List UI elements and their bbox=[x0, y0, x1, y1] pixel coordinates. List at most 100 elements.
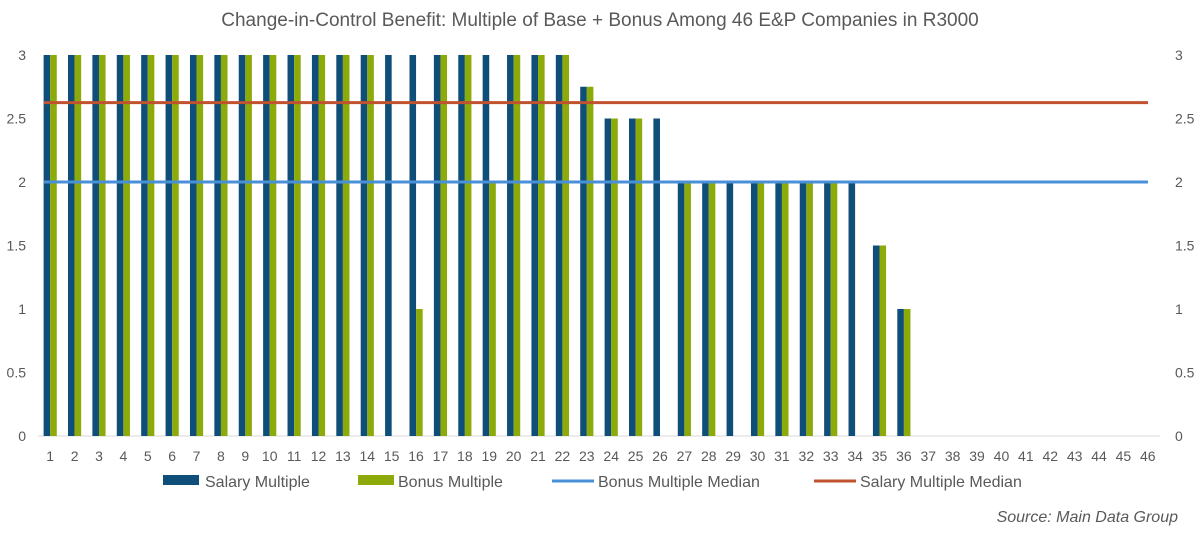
y2-tick-label: 2 bbox=[1175, 174, 1183, 190]
y-tick-label: 1.5 bbox=[7, 238, 27, 254]
y2-tick-label: 0.5 bbox=[1175, 365, 1195, 381]
bonus-multiple-bar bbox=[513, 55, 521, 436]
bonus-multiple-bar bbox=[440, 55, 448, 436]
salary-multiple-bar bbox=[92, 55, 99, 436]
x-tick-label: 14 bbox=[359, 448, 375, 464]
salary-multiple-bar bbox=[263, 55, 270, 436]
y2-tick-label: 3 bbox=[1175, 47, 1183, 63]
x-tick-label: 21 bbox=[530, 448, 546, 464]
x-tick-label: 1 bbox=[46, 448, 54, 464]
x-tick-label: 45 bbox=[1116, 448, 1132, 464]
bonus-multiple-bar bbox=[635, 118, 643, 436]
salary-multiple-bar bbox=[409, 55, 417, 436]
x-tick-label: 13 bbox=[335, 448, 351, 464]
y-tick-label: 2.5 bbox=[7, 111, 27, 127]
salary-multiple-bar bbox=[848, 182, 856, 436]
bonus-multiple-bar bbox=[318, 55, 326, 436]
x-tick-label: 22 bbox=[555, 448, 571, 464]
y2-tick-label: 1 bbox=[1175, 301, 1183, 317]
salary-multiple-bar bbox=[799, 182, 807, 436]
y-tick-label: 0.5 bbox=[7, 365, 27, 381]
bonus-multiple-bar bbox=[806, 182, 813, 436]
salary-multiple-bar bbox=[629, 118, 636, 436]
salary-multiple-bar bbox=[604, 118, 612, 436]
x-tick-label: 16 bbox=[408, 448, 424, 464]
x-tick-label: 28 bbox=[701, 448, 717, 464]
salary-multiple-bar bbox=[580, 86, 587, 436]
x-tick-label: 10 bbox=[262, 448, 278, 464]
x-tick-label: 25 bbox=[628, 448, 644, 464]
bonus-multiple-bar bbox=[586, 86, 594, 436]
legend-label-bonus-multiple: Bonus Multiple bbox=[398, 474, 503, 491]
bonus-multiple-bar bbox=[562, 55, 569, 436]
bonus-multiple-bar bbox=[489, 182, 496, 436]
bonus-multiple-bar bbox=[830, 182, 838, 436]
salary-multiple-bar bbox=[507, 55, 514, 436]
salary-multiple-bar bbox=[141, 55, 148, 436]
salary-multiple-bar bbox=[775, 182, 782, 436]
x-tick-label: 23 bbox=[579, 448, 595, 464]
legend-label-salary-multiple: Salary Multiple bbox=[205, 474, 310, 491]
salary-multiple-bar bbox=[433, 55, 441, 436]
bonus-multiple-bar bbox=[98, 55, 106, 436]
salary-multiple-bar bbox=[43, 55, 51, 436]
x-tick-label: 31 bbox=[774, 448, 790, 464]
bonus-multiple-bar bbox=[220, 55, 228, 436]
chart-title: Change-in-Control Benefit: Multiple of B… bbox=[221, 10, 979, 31]
bonus-multiple-bar bbox=[367, 55, 374, 436]
salary-multiple-bar bbox=[653, 118, 660, 436]
bonus-multiple-bar bbox=[269, 55, 277, 436]
x-tick-label: 44 bbox=[1091, 448, 1107, 464]
x-tick-label: 35 bbox=[872, 448, 888, 464]
x-tick-label: 11 bbox=[287, 448, 302, 464]
x-tick-label: 33 bbox=[823, 448, 839, 464]
legend-swatch-salary-multiple bbox=[163, 475, 199, 485]
salary-multiple-bar bbox=[385, 55, 392, 436]
x-tick-label: 43 bbox=[1067, 448, 1083, 464]
bonus-multiple-bar bbox=[245, 55, 252, 436]
x-tick-label: 37 bbox=[920, 448, 936, 464]
salary-multiple-bar bbox=[702, 182, 709, 436]
bonus-multiple-bar bbox=[196, 55, 204, 436]
salary-multiple-bar bbox=[336, 55, 343, 436]
bonus-multiple-bar bbox=[757, 182, 765, 436]
bonus-multiple-bar bbox=[611, 118, 618, 436]
y-tick-label: 3 bbox=[18, 47, 26, 63]
x-tick-label: 5 bbox=[144, 448, 152, 464]
salary-multiple-bar bbox=[214, 55, 221, 436]
x-tick-label: 8 bbox=[217, 448, 225, 464]
x-tick-label: 3 bbox=[95, 448, 103, 464]
x-tick-label: 7 bbox=[193, 448, 201, 464]
salary-multiple-bar bbox=[165, 55, 173, 436]
x-tick-label: 30 bbox=[750, 448, 766, 464]
x-tick-label: 36 bbox=[896, 448, 912, 464]
legend-swatch-bonus-multiple bbox=[358, 475, 394, 485]
legend-label-salary-multiple-median: Salary Multiple Median bbox=[860, 474, 1022, 491]
x-tick-label: 39 bbox=[969, 448, 985, 464]
legend-label-bonus-multiple-median: Bonus Multiple Median bbox=[598, 474, 760, 491]
x-tick-label: 26 bbox=[652, 448, 668, 464]
bonus-multiple-bar bbox=[342, 55, 350, 436]
bonus-multiple-bar bbox=[294, 55, 301, 436]
salary-multiple-bar bbox=[189, 55, 197, 436]
bonus-multiple-bar bbox=[903, 309, 911, 436]
bonus-multiple-bar bbox=[684, 182, 691, 436]
salary-multiple-bar bbox=[531, 55, 539, 436]
x-tick-label: 34 bbox=[847, 448, 863, 464]
salary-multiple-bar bbox=[238, 55, 246, 436]
salary-multiple-bar bbox=[360, 55, 368, 436]
bonus-multiple-bar bbox=[147, 55, 155, 436]
bonus-multiple-bar bbox=[123, 55, 130, 436]
salary-multiple-bar bbox=[677, 182, 685, 436]
salary-multiple-bar bbox=[287, 55, 295, 436]
x-tick-label: 27 bbox=[677, 448, 693, 464]
source-note: Source: Main Data Group bbox=[996, 509, 1178, 526]
y2-tick-label: 1.5 bbox=[1175, 238, 1195, 254]
x-tick-label: 40 bbox=[994, 448, 1010, 464]
y2-tick-label: 2.5 bbox=[1175, 111, 1195, 127]
x-tick-label: 19 bbox=[481, 448, 497, 464]
salary-multiple-bar bbox=[555, 55, 563, 436]
x-tick-label: 6 bbox=[168, 448, 176, 464]
salary-multiple-bar bbox=[824, 182, 831, 436]
